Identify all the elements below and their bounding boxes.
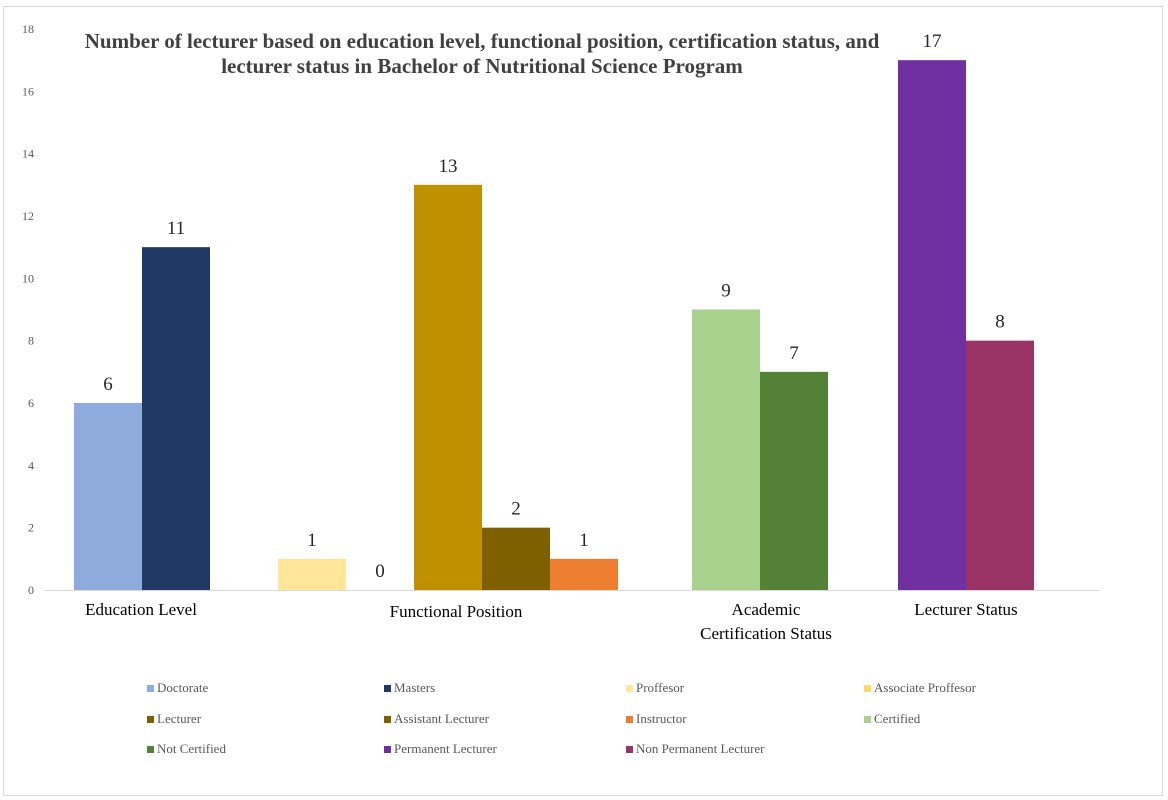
data-label: 11 (167, 218, 185, 239)
bar (142, 247, 210, 590)
y-tick-label: 18 (22, 22, 34, 36)
legend-swatch (626, 716, 633, 723)
y-axis-ticks: 0 2 4 6 8 10 12 14 16 18 (22, 22, 34, 597)
legend-label: Lecturer (157, 711, 202, 726)
data-label: 2 (511, 499, 521, 520)
legend-swatch (626, 746, 633, 753)
legend-label: Associate Proffesor (874, 680, 977, 695)
bar (760, 371, 828, 590)
bar (74, 403, 142, 590)
data-label: 17 (923, 31, 942, 52)
y-tick-label: 10 (22, 271, 34, 285)
category-label: Lecturer Status (914, 600, 1017, 619)
category-label: Education Level (85, 600, 197, 619)
data-label: 13 (439, 156, 458, 177)
chart-title: Number of lecturer based on education le… (85, 29, 880, 78)
legend-swatch (864, 716, 871, 723)
legend-label: Masters (394, 680, 435, 695)
category-label: Academic (732, 600, 801, 619)
category-label: Certification Status (700, 624, 832, 643)
y-tick-label: 12 (22, 209, 34, 223)
bars (74, 60, 1034, 591)
bar (898, 60, 966, 590)
data-label: 6 (103, 374, 113, 395)
legend-swatch (147, 685, 154, 692)
legend-swatch (147, 716, 154, 723)
data-label: 8 (995, 312, 1005, 333)
chart-title-line: lecturer status in Bachelor of Nutrition… (221, 54, 743, 78)
data-label: 0 (375, 561, 385, 582)
legend-swatch (384, 746, 391, 753)
data-label: 1 (579, 530, 589, 551)
legend-swatch (864, 685, 871, 692)
y-tick-label: 8 (28, 334, 34, 348)
chart-title-line: Number of lecturer based on education le… (85, 29, 880, 53)
bar (966, 340, 1034, 590)
legend-swatch (384, 685, 391, 692)
data-label: 1 (307, 530, 317, 551)
y-tick-label: 0 (28, 583, 34, 597)
category-label: Functional Position (390, 602, 523, 621)
chart-frame (3, 6, 1163, 796)
y-tick-label: 14 (22, 147, 34, 161)
legend-swatch (147, 746, 154, 753)
legend-label: Proffesor (636, 680, 685, 695)
category-labels: Education Level Functional Position Academ… (85, 600, 1018, 643)
y-tick-label: 4 (28, 458, 34, 472)
y-tick-label: 2 (28, 521, 34, 535)
legend-label: Permanent Lecturer (394, 741, 498, 756)
legend-label: Non Permanent Lecturer (636, 741, 765, 756)
legend-swatch (626, 685, 633, 692)
bar (550, 558, 618, 590)
legend-label: Doctorate (157, 680, 208, 695)
legend-label: Assistant Lecturer (394, 711, 490, 726)
bar (414, 184, 482, 591)
data-label: 9 (721, 281, 731, 302)
y-tick-label: 6 (28, 396, 34, 410)
legend-label: Certified (874, 711, 921, 726)
legend: Doctorate Masters Proffesor Associate Proff… (147, 680, 977, 756)
legend-label: Instructor (636, 711, 687, 726)
legend-swatch (384, 716, 391, 723)
data-label: 7 (789, 343, 799, 364)
bar (692, 309, 760, 590)
legend-label: Not Certified (157, 741, 226, 756)
bar (482, 527, 550, 590)
bar (278, 558, 346, 590)
y-tick-label: 16 (22, 84, 34, 98)
